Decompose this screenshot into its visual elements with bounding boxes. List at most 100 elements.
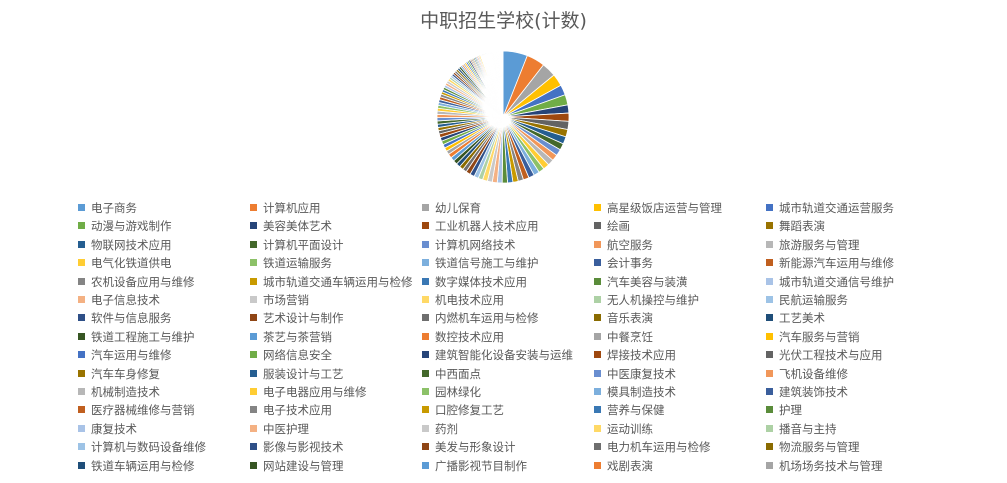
legend-swatch <box>594 424 601 432</box>
legend-swatch <box>766 332 773 340</box>
legend-swatch <box>766 406 773 414</box>
legend-swatch <box>250 406 257 414</box>
legend-label: 铁道运输服务 <box>263 256 332 271</box>
legend-swatch <box>594 461 601 469</box>
legend-swatch <box>594 388 601 395</box>
legend-swatch <box>250 332 257 340</box>
legend-swatch <box>594 277 601 285</box>
legend-swatch <box>594 222 601 230</box>
legend-label: 城市轨道交通车辆运用与检修 <box>263 274 413 289</box>
legend-label: 美容美体艺术 <box>263 219 332 234</box>
legend-swatch <box>594 296 601 303</box>
legend-swatch <box>78 406 85 414</box>
legend-label: 园林绿化 <box>435 385 481 399</box>
legend-label: 铁道信号施工与维护 <box>435 256 539 271</box>
legend-label: 新能源汽车运用与维修 <box>779 256 894 271</box>
legend-swatch <box>250 277 257 285</box>
legend-swatch <box>422 369 429 377</box>
legend-swatch <box>78 461 85 469</box>
legend-swatch <box>422 388 429 395</box>
legend-label: 民航运输服务 <box>779 293 848 307</box>
legend-label: 计算机应用 <box>263 201 321 215</box>
legend-swatch <box>766 296 773 303</box>
legend-swatch <box>422 461 429 469</box>
legend-swatch <box>766 277 773 285</box>
legend-label: 软件与信息服务 <box>91 311 172 326</box>
legend-label: 计算机平面设计 <box>263 237 344 252</box>
legend-swatch <box>250 443 257 451</box>
legend-swatch <box>594 314 601 322</box>
legend-swatch <box>594 332 601 340</box>
legend-swatch <box>78 443 85 451</box>
legend-label: 影像与影视技术 <box>263 440 344 455</box>
legend-swatch <box>78 259 85 267</box>
legend-swatch <box>766 461 773 469</box>
legend-swatch <box>250 351 257 359</box>
legend-swatch <box>78 314 85 322</box>
legend-label: 网络信息安全 <box>263 348 332 363</box>
legend-swatch <box>250 388 257 395</box>
legend-label: 茶艺与茶营销 <box>263 329 332 344</box>
legend-swatch <box>78 296 85 303</box>
legend-swatch <box>250 222 257 230</box>
legend-label: 电力机车运用与检修 <box>607 440 711 455</box>
legend-swatch <box>78 332 85 340</box>
legend-label: 幼儿保育 <box>435 201 481 215</box>
legend-swatch <box>250 314 257 322</box>
legend-swatch <box>766 388 773 395</box>
legend-label: 市场营销 <box>263 293 309 307</box>
legend-swatch <box>250 296 257 303</box>
legend-label: 内燃机车运用与检修 <box>435 311 539 326</box>
legend-label: 美发与形象设计 <box>435 440 516 455</box>
legend-label: 护理 <box>779 403 802 418</box>
legend-label: 电子商务 <box>91 201 137 215</box>
legend-label: 汽车车身修复 <box>91 366 160 381</box>
legend-swatch <box>78 222 85 230</box>
legend-label: 康复技术 <box>91 421 137 436</box>
legend-swatch <box>594 259 601 267</box>
legend-swatch <box>766 314 773 322</box>
legend-swatch <box>422 204 429 211</box>
legend-label: 铁道工程施工与维护 <box>91 329 195 344</box>
legend-swatch <box>422 296 429 303</box>
legend-swatch <box>250 424 257 432</box>
legend-swatch <box>78 424 85 432</box>
legend-swatch <box>422 277 429 285</box>
legend-swatch <box>766 222 773 230</box>
legend-label: 工业机器人技术应用 <box>435 219 539 234</box>
legend-label: 中医康复技术 <box>607 366 676 381</box>
legend-label: 农机设备应用与维修 <box>91 274 195 289</box>
legend-swatch <box>766 204 773 211</box>
legend-label: 机电技术应用 <box>435 293 504 307</box>
legend-label: 机场场务技术与管理 <box>779 458 883 473</box>
legend-label: 汽车美容与装潢 <box>607 274 688 289</box>
legend-swatch <box>78 204 85 211</box>
chart-title: 中职招生学校(计数) <box>420 10 587 32</box>
legend-label: 播音与主持 <box>779 421 837 436</box>
legend-label: 建筑装饰技术 <box>779 385 848 399</box>
legend-swatch <box>422 314 429 322</box>
legend-label: 高星级饭店运营与管理 <box>607 201 722 215</box>
legend-swatch <box>250 204 257 211</box>
legend-label: 绘画 <box>607 219 630 234</box>
legend-label: 物联网技术应用 <box>91 237 172 252</box>
legend-swatch <box>594 240 601 248</box>
legend-label: 汽车运用与维修 <box>91 348 172 363</box>
legend-swatch <box>766 424 773 432</box>
legend-swatch <box>422 406 429 414</box>
legend-swatch <box>422 351 429 359</box>
legend-swatch <box>78 277 85 285</box>
legend-swatch <box>422 332 429 340</box>
legend-swatch <box>422 424 429 432</box>
legend-swatch <box>594 406 601 414</box>
legend-label: 建筑智能化设备安装与运维 <box>435 348 573 363</box>
legend-swatch <box>594 443 601 451</box>
legend-label: 数控技术应用 <box>435 329 504 344</box>
legend-swatch <box>766 259 773 267</box>
legend-swatch <box>422 222 429 230</box>
legend-label: 网站建设与管理 <box>263 458 344 473</box>
legend-label: 焊接技术应用 <box>607 348 676 363</box>
legend-label: 飞机设备维修 <box>779 366 848 381</box>
